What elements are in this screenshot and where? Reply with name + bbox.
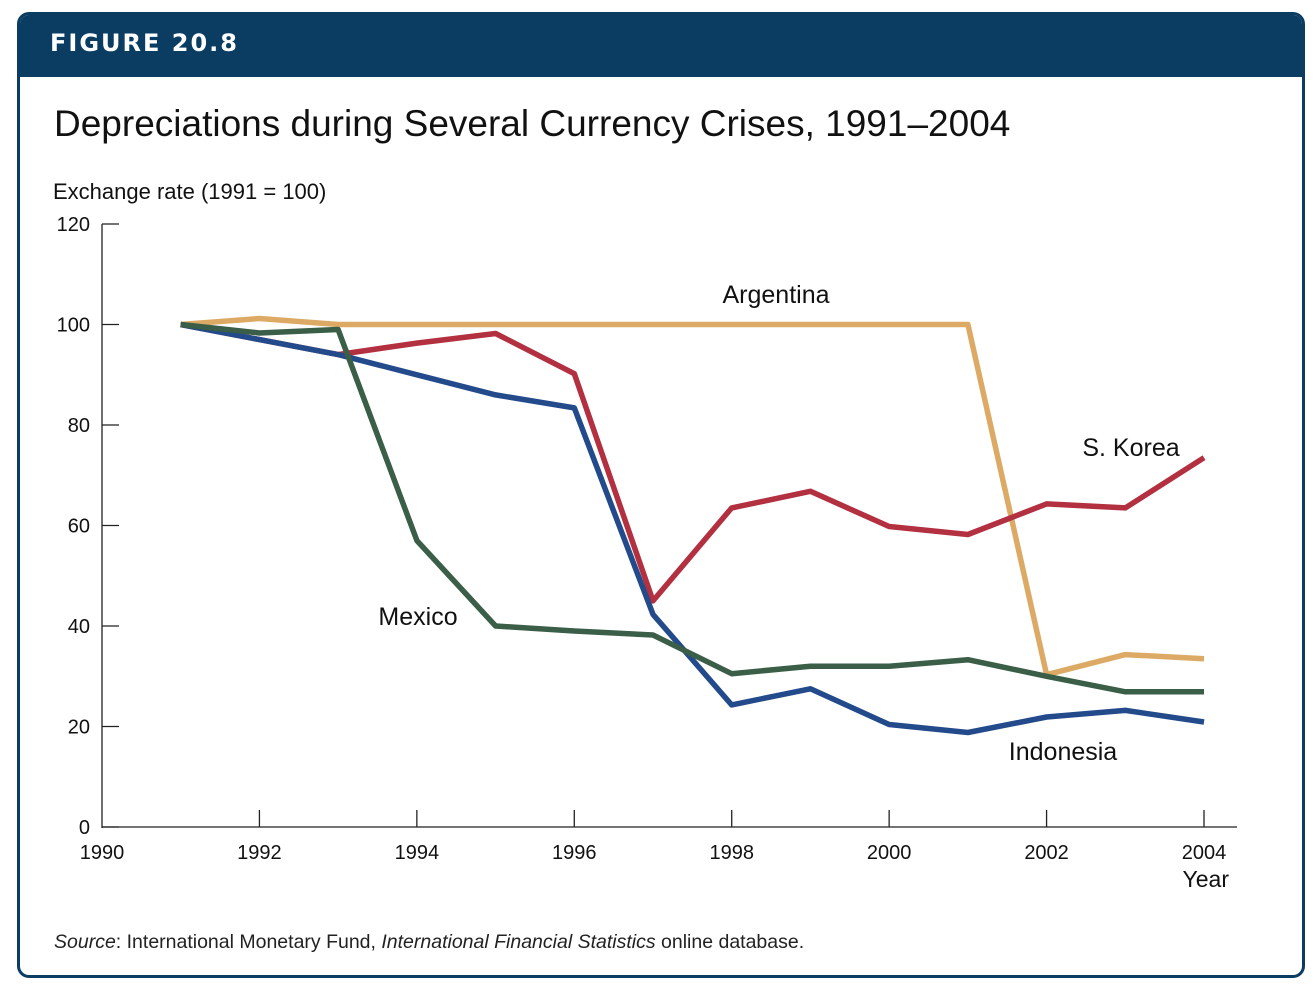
y-tick-label: 100	[57, 315, 90, 337]
x-tick-label: 2004	[1182, 842, 1227, 864]
x-tick-label: 2000	[867, 842, 912, 864]
source-label: Source	[54, 931, 116, 953]
series-label-argentina: Argentina	[722, 281, 829, 309]
y-tick-label: 20	[68, 717, 90, 739]
y-tick-label: 40	[68, 616, 90, 638]
y-tick-label: 120	[57, 214, 90, 236]
x-tick-label: 1990	[80, 842, 125, 864]
figure-banner: FIGURE 20.8	[20, 15, 1302, 77]
source-text-1: : International Monetary Fund,	[115, 931, 382, 953]
source-publication: International Financial Statistics	[381, 931, 656, 953]
y-tick-label: 0	[79, 817, 90, 839]
series-line-mexico	[180, 321, 1204, 695]
y-axis-label: Exchange rate (1991 = 100)	[53, 179, 326, 204]
x-tick-label: 1994	[395, 842, 440, 864]
figure-label: FIGURE 20.8	[50, 29, 239, 57]
x-tick-label: 1996	[552, 842, 597, 864]
x-axis-label: Year	[1183, 866, 1230, 892]
series-label-s-korea: S. Korea	[1082, 434, 1179, 462]
source-note: Source: International Monetary Fund, Int…	[54, 931, 804, 954]
series-line-argentina	[180, 315, 1205, 678]
x-tick-label: 1998	[709, 842, 754, 864]
chart-title: Depreciations during Several Currency Cr…	[54, 103, 1011, 144]
source-text-2: online database.	[655, 931, 805, 953]
y-tick-label: 60	[68, 516, 90, 538]
series-label-indonesia: Indonesia	[1009, 738, 1118, 766]
figure-frame: FIGURE 20.8 Depreciations during Several…	[17, 12, 1305, 978]
series-line-s-korea	[180, 321, 1206, 604]
x-tick-label: 2002	[1024, 842, 1069, 864]
x-tick-label: 1992	[237, 842, 282, 864]
series-label-mexico: Mexico	[378, 603, 457, 631]
y-tick-label: 80	[68, 415, 90, 437]
